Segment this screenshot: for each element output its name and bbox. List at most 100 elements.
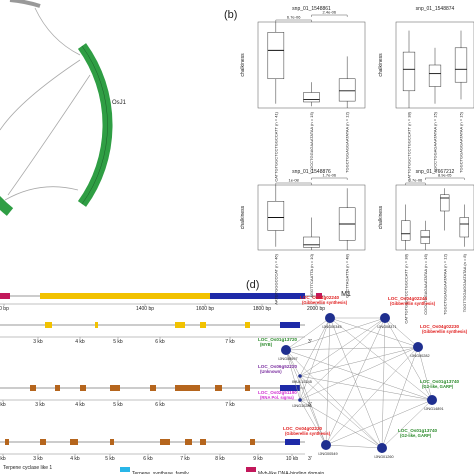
node-id: IJNG01260 bbox=[374, 455, 393, 459]
exon bbox=[245, 385, 250, 391]
exon bbox=[80, 385, 86, 391]
node-id: IJNG10285 bbox=[292, 404, 311, 408]
exon bbox=[285, 439, 300, 445]
scale-label: kb bbox=[0, 402, 6, 408]
network-edge bbox=[299, 317, 331, 377]
scale-label: 6 kb bbox=[155, 402, 165, 408]
network-edge bbox=[381, 346, 419, 449]
node-function: (Gibberellin synthesis) bbox=[285, 431, 331, 436]
box bbox=[267, 201, 285, 231]
scale-label: 3 kb bbox=[33, 456, 43, 462]
network-edge bbox=[299, 346, 419, 401]
y-axis-label: chalkiness bbox=[240, 53, 246, 77]
network-edge bbox=[299, 317, 386, 377]
network-edge bbox=[325, 346, 419, 446]
scale-label: 0 bp bbox=[0, 306, 9, 312]
exon bbox=[245, 322, 250, 328]
node-function: (Gibberellin synthesis) bbox=[302, 300, 348, 305]
network-node bbox=[298, 374, 302, 378]
p-value: 8.9e-05 bbox=[438, 173, 452, 178]
exon bbox=[40, 439, 46, 445]
exon bbox=[55, 385, 60, 391]
scale-label: 7 kb bbox=[180, 456, 190, 462]
box bbox=[303, 92, 320, 103]
node-function: (G2-like, GARP) bbox=[422, 384, 454, 389]
node-gene: LOC_Os04g02240 bbox=[388, 296, 428, 301]
node-gene: LOC_Os01g13720 bbox=[258, 337, 298, 342]
box bbox=[303, 236, 320, 248]
network-edge bbox=[299, 346, 419, 377]
p-value: 2.4e-06 bbox=[323, 10, 337, 15]
category-label: TGGTTGGAGGAATATAA (n = 8) bbox=[462, 253, 467, 312]
scale-label: 4 kb bbox=[70, 456, 80, 462]
legend-swatch bbox=[246, 467, 256, 472]
network-edge bbox=[299, 399, 383, 449]
network-node bbox=[413, 342, 423, 352]
node-function: (Gibberellin synthesis) bbox=[390, 301, 436, 306]
network-node bbox=[298, 398, 302, 402]
network-edge bbox=[299, 375, 327, 446]
exon bbox=[280, 322, 300, 328]
p-value: 1.7e-06 bbox=[409, 178, 423, 183]
exon bbox=[175, 385, 200, 391]
category-label: AGCCTGGAGAAATATAA (n = 15) bbox=[433, 111, 438, 172]
node-function: (Unknown) bbox=[260, 369, 282, 374]
network-edge bbox=[285, 317, 331, 351]
box bbox=[267, 32, 285, 80]
node-function: (G2-like, GARP) bbox=[400, 433, 432, 438]
network-edge bbox=[417, 346, 433, 401]
exon bbox=[215, 385, 222, 391]
node-gene: LOC_Os01g13740 bbox=[420, 379, 460, 384]
significance-bracket bbox=[425, 177, 465, 180]
chord bbox=[4, 186, 79, 201]
network-edge bbox=[381, 317, 386, 449]
exon bbox=[110, 385, 120, 391]
network-edge bbox=[285, 349, 383, 449]
category-label: CATTGTGGCTCCTGGCCATT (n = 38) bbox=[407, 111, 412, 181]
node-id: IMUL15245 bbox=[292, 380, 312, 384]
exon bbox=[280, 385, 300, 391]
network-edge bbox=[325, 317, 386, 446]
network-edge bbox=[384, 317, 419, 348]
plot-title: snp_01_1548874 bbox=[416, 6, 455, 12]
circos-arc bbox=[9, 0, 41, 8]
network-edge bbox=[285, 349, 433, 401]
plot-title: snp_01_1548861 bbox=[292, 6, 331, 12]
p-value: 6.7e-06 bbox=[287, 15, 301, 20]
scale-label: 1800 bp bbox=[253, 306, 271, 312]
node-id: IJNG00549 bbox=[318, 452, 337, 456]
network-node bbox=[321, 440, 331, 450]
exon bbox=[150, 385, 156, 391]
network-edge bbox=[381, 399, 433, 449]
scale-label: 5 kb bbox=[113, 402, 123, 408]
network-edge bbox=[299, 317, 386, 401]
network-edge bbox=[299, 399, 327, 446]
significance-bracket bbox=[311, 14, 348, 17]
plot-title: snp_01_7667212 bbox=[416, 169, 455, 175]
scale-label: 1400 bp bbox=[136, 306, 154, 312]
box bbox=[338, 78, 356, 102]
network-edge bbox=[299, 317, 331, 401]
exon bbox=[70, 439, 78, 445]
node-id: IJNG00345 bbox=[322, 325, 341, 329]
scale-label: 1600 bp bbox=[196, 306, 214, 312]
p-value: 1.7e-06 bbox=[323, 173, 337, 178]
significance-bracket bbox=[275, 182, 312, 185]
chord bbox=[7, 74, 91, 196]
circos-arc bbox=[0, 195, 14, 216]
network-edge bbox=[329, 317, 419, 348]
network-edge bbox=[329, 317, 383, 449]
network-edge bbox=[285, 349, 301, 401]
network-node bbox=[325, 313, 335, 323]
chord bbox=[34, 7, 81, 56]
exon bbox=[95, 322, 98, 328]
box bbox=[401, 220, 411, 241]
significance-bracket bbox=[311, 177, 348, 180]
scale-label: 10 kb bbox=[286, 456, 298, 462]
node-id: IJNG00282 bbox=[410, 354, 429, 358]
circos-arc-edge bbox=[81, 45, 108, 205]
p-value: 1e-08 bbox=[289, 178, 300, 183]
scale-label: 9 kb bbox=[253, 456, 263, 462]
plot-title: snp_01_1548876 bbox=[292, 169, 331, 175]
